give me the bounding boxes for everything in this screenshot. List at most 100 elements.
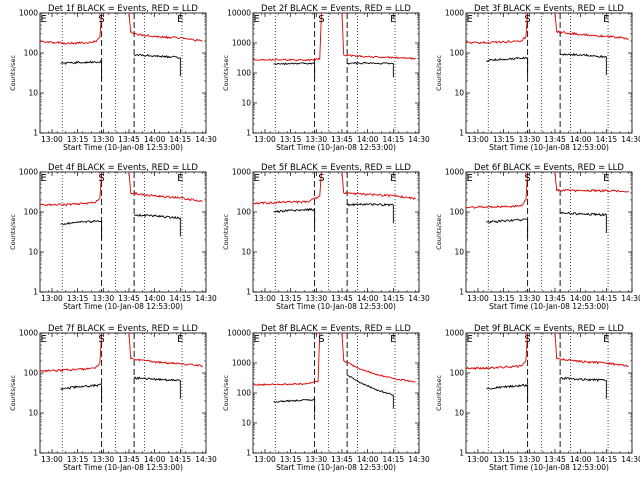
panel-title: Det 3f BLACK = Events, RED = LLD — [474, 4, 624, 14]
y-tick-label: 1 — [459, 129, 464, 138]
lld-series-line — [40, 333, 103, 373]
lld-series-line — [341, 333, 416, 383]
start-marker: S — [318, 334, 324, 345]
events-series-line — [560, 211, 607, 234]
x-tick-label: 14:30 — [621, 294, 640, 303]
lld-series-line — [128, 333, 203, 368]
x-tick-label: 14:00 — [144, 294, 166, 303]
x-tick-label: 14:15 — [383, 294, 405, 303]
panel-1: Det 1f BLACK = Events, RED = LLD 1 10 100 10… — [9, 4, 217, 152]
x-tick-label: 14:30 — [621, 455, 640, 464]
y-tick-label: 1 — [246, 288, 251, 297]
y-tick-label: 1000 — [19, 329, 38, 338]
plot-frame — [39, 12, 207, 134]
x-tick-label: 14:30 — [195, 294, 217, 303]
lld-series-line — [341, 172, 416, 201]
x-tick-label: 13:45 — [118, 455, 140, 464]
panel-title: Det 6f BLACK = Events, RED = LLD — [474, 163, 624, 173]
x-tick-label: 13:30 — [93, 455, 115, 464]
panel-title: Det 4f BLACK = Events, RED = LLD — [48, 163, 198, 173]
panel-4: Det 4f BLACK = Events, RED = LLD 1 10 100 10… — [9, 163, 217, 311]
y-tick-label: 1000 — [19, 168, 38, 177]
x-tick-label: 13:45 — [331, 455, 353, 464]
x-tick-label: 14:15 — [383, 455, 405, 464]
x-tick-label: 13:30 — [519, 294, 541, 303]
plot-frame — [39, 332, 207, 454]
plot-frame — [465, 12, 633, 134]
x-axis-label: Start Time (10-Jan-08 12:53:00) — [63, 302, 183, 311]
x-tick-label: 14:15 — [170, 135, 192, 144]
y-tick-label: 100 — [24, 208, 39, 217]
x-tick-label: 14:00 — [357, 135, 379, 144]
lld-series-line — [253, 13, 322, 62]
y-tick-label: 10000 — [227, 329, 251, 338]
y-tick-label: 1000 — [445, 329, 464, 338]
panel-2: Det 2f BLACK = Events, RED = LLD 1 10 100 10… — [222, 4, 430, 152]
start-marker: S — [524, 173, 530, 184]
y-tick-label: 10000 — [227, 9, 251, 18]
end-marker-left: E — [41, 173, 47, 184]
x-tick-label: 13:45 — [331, 294, 353, 303]
x-axis-label: Start Time (10-Jan-08 12:53:00) — [63, 463, 183, 472]
events-series-line — [273, 62, 316, 78]
lld-series-line — [466, 172, 529, 209]
end-marker-left: E — [254, 14, 260, 25]
y-tick-label: 10 — [241, 248, 251, 257]
x-tick-label: 14:15 — [170, 455, 192, 464]
end-marker-left: E — [254, 173, 260, 184]
lld-series-line — [341, 13, 416, 61]
events-series-line — [486, 56, 529, 77]
x-tick-label: 14:00 — [357, 455, 379, 464]
events-series-line — [60, 220, 103, 240]
x-tick-label: 13:00 — [41, 135, 63, 144]
y-tick-label: 10 — [241, 419, 251, 428]
panel-9: Det 9f BLACK = Events, RED = LLD 1 10 100 10… — [435, 324, 640, 472]
x-tick-label: 13:15 — [67, 294, 89, 303]
events-series-line — [346, 374, 394, 409]
x-axis-label: Start Time (10-Jan-08 12:53:00) — [276, 463, 396, 472]
events-series-line — [134, 53, 181, 77]
events-series-line — [60, 383, 103, 404]
x-tick-label: 13:30 — [519, 455, 541, 464]
x-tick-label: 13:15 — [67, 455, 89, 464]
y-tick-label: 10 — [454, 409, 464, 418]
x-tick-label: 13:00 — [467, 455, 489, 464]
start-marker: S — [318, 14, 324, 25]
lld-series-line — [128, 172, 203, 202]
events-series-line — [346, 61, 394, 78]
events-series-line — [486, 218, 529, 238]
x-tick-label: 13:00 — [254, 135, 276, 144]
x-tick-label: 13:00 — [467, 294, 489, 303]
y-tick-label: 1 — [33, 449, 38, 458]
y-tick-label: 100 — [450, 208, 465, 217]
x-tick-label: 14:30 — [195, 135, 217, 144]
start-marker: S — [524, 14, 530, 25]
x-tick-label: 13:15 — [67, 135, 89, 144]
plot-frame — [252, 332, 420, 454]
x-tick-label: 13:30 — [306, 135, 328, 144]
x-tick-label: 14:15 — [596, 455, 618, 464]
y-tick-label: 1 — [33, 129, 38, 138]
x-tick-label: 13:00 — [254, 455, 276, 464]
y-tick-label: 1000 — [232, 359, 251, 368]
events-series-line — [273, 398, 316, 414]
x-tick-label: 13:30 — [93, 135, 115, 144]
y-tick-label: 100 — [450, 49, 465, 58]
lld-series-line — [554, 172, 629, 193]
panel-5: Det 5f BLACK = Events, RED = LLD 1 10 100 10… — [222, 163, 430, 311]
lld-series-line — [466, 333, 529, 371]
end-marker-left: E — [467, 173, 473, 184]
events-series-line — [560, 376, 607, 399]
y-tick-label: 100 — [237, 389, 252, 398]
x-axis-label: Start Time (10-Jan-08 12:53:00) — [489, 143, 609, 152]
x-tick-label: 13:30 — [306, 455, 328, 464]
start-marker: S — [98, 334, 104, 345]
panel-title: Det 7f BLACK = Events, RED = LLD — [48, 324, 198, 334]
x-tick-label: 13:45 — [118, 294, 140, 303]
end-marker-left: E — [254, 334, 260, 345]
x-tick-label: 13:15 — [280, 294, 302, 303]
y-tick-label: 100 — [24, 369, 39, 378]
plot-frame — [465, 332, 633, 454]
x-axis-label: Start Time (10-Jan-08 12:53:00) — [63, 143, 183, 152]
y-tick-label: 100 — [237, 69, 252, 78]
